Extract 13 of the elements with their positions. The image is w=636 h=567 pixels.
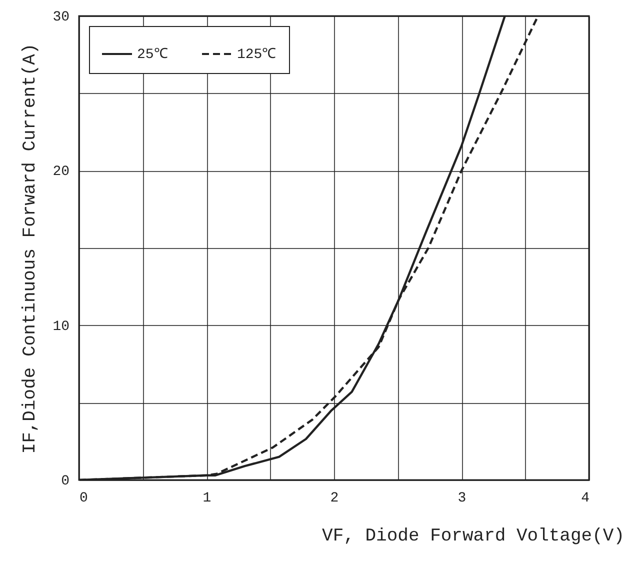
y-tick-label: 10 <box>52 318 70 335</box>
legend-label: 25℃ <box>137 47 168 63</box>
x-tick-label: 2 <box>330 490 339 506</box>
x-tick-label: 0 <box>80 490 88 506</box>
x-axis-title: VF, Diode Forward Voltage(V) <box>322 526 624 546</box>
x-tick-label: 1 <box>202 490 212 506</box>
y-tick-label: 0 <box>61 474 70 490</box>
y-tick-label: 20 <box>52 164 70 180</box>
x-tick-label: 3 <box>458 490 466 506</box>
legend-label: 125℃ <box>237 47 276 63</box>
y-axis-title: IF,Diode Continuous Forward Current(A) <box>20 43 41 454</box>
x-tick-label: 4 <box>581 490 590 506</box>
y-tick-label: 30 <box>52 10 70 26</box>
